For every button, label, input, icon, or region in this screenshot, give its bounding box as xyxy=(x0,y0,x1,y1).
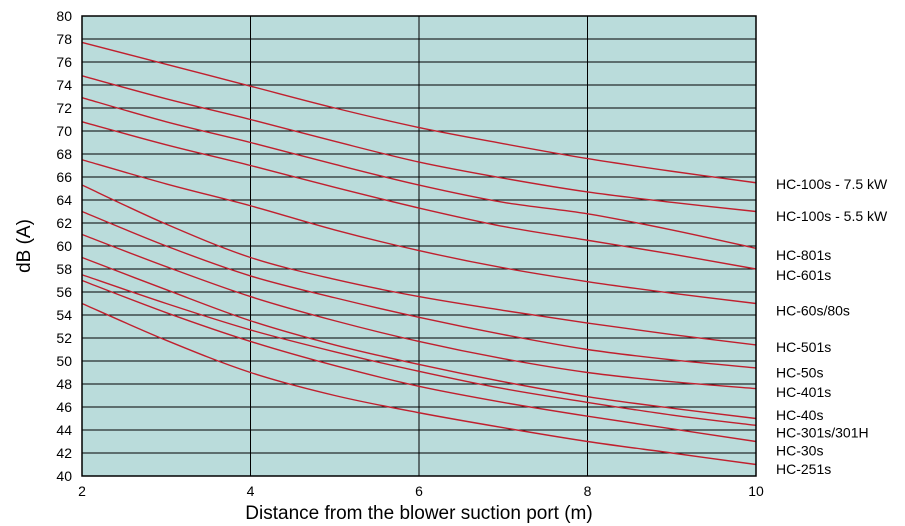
series-line xyxy=(81,279,757,443)
y-tick-label: 76 xyxy=(56,54,72,70)
x-tick-labels: 2 4 6 8 10 xyxy=(78,483,764,499)
series-line xyxy=(81,121,757,270)
series-lines xyxy=(81,41,757,466)
y-tick-label: 46 xyxy=(56,399,72,415)
y-tick-label: 42 xyxy=(56,445,72,461)
series-line xyxy=(81,184,757,346)
y-tick-label: 64 xyxy=(56,192,72,208)
y-tick-label: 70 xyxy=(56,123,72,139)
x-axis-title: Distance from the blower suction port (m… xyxy=(245,503,592,524)
series-line xyxy=(81,274,757,427)
series-line xyxy=(81,96,757,249)
legend-label: HC-100s - 7.5 kW xyxy=(776,176,888,192)
y-tick-label: 66 xyxy=(56,169,72,185)
legend-label: HC-40s xyxy=(776,407,823,423)
y-tick-label: 56 xyxy=(56,284,72,300)
y-tick-label: 78 xyxy=(56,31,72,47)
series-line xyxy=(81,233,757,390)
x-tick-label: 4 xyxy=(247,483,255,499)
y-tick-label: 58 xyxy=(56,261,72,277)
grid-lines xyxy=(81,15,757,477)
series-line xyxy=(81,210,757,369)
y-tick-label: 62 xyxy=(56,215,72,231)
y-axis-title: dB (A) xyxy=(14,219,35,273)
legend-label: HC-50s xyxy=(776,365,823,381)
legend-label: HC-60s/80s xyxy=(776,302,850,318)
series-line xyxy=(81,256,757,420)
x-tick-label: 6 xyxy=(415,483,423,499)
legend-label: HC-301s/301H xyxy=(776,424,869,440)
plot-frame xyxy=(81,15,757,477)
y-tick-label: 54 xyxy=(56,307,72,323)
y-tick-label: 48 xyxy=(56,376,72,392)
series-line xyxy=(81,302,757,466)
x-tick-label: 8 xyxy=(584,483,592,499)
y-tick-label: 68 xyxy=(56,146,72,162)
series-line xyxy=(81,75,757,213)
legend-label: HC-801s xyxy=(776,247,831,263)
legend-label: HC-401s xyxy=(776,384,831,400)
x-tick-label: 10 xyxy=(748,483,764,499)
y-tick-label: 80 xyxy=(56,8,72,24)
y-tick-label: 40 xyxy=(56,468,72,484)
x-tick-label: 2 xyxy=(78,483,86,499)
legend-label: HC-601s xyxy=(776,267,831,283)
legend-label: HC-100s - 5.5 kW xyxy=(776,208,888,224)
y-tick-label: 60 xyxy=(56,238,72,254)
legend-label: HC-501s xyxy=(776,339,831,355)
legend-label: HC-251s xyxy=(776,461,831,477)
y-tick-label: 52 xyxy=(56,330,72,346)
series-line xyxy=(81,159,757,305)
legend-label: HC-30s xyxy=(776,443,823,459)
y-tick-label: 50 xyxy=(56,353,72,369)
series-line xyxy=(81,41,757,184)
y-tick-label: 44 xyxy=(56,422,72,438)
y-tick-label: 72 xyxy=(56,100,72,116)
y-tick-labels: 40 42 44 46 48 50 52 54 56 58 60 62 64 66 68 70 72 74 76 78… xyxy=(56,8,72,484)
y-tick-label: 74 xyxy=(56,77,72,93)
legend: HC-100s - 7.5 kW HC-100s - 5.5 kW HC-801s H… xyxy=(776,176,888,477)
